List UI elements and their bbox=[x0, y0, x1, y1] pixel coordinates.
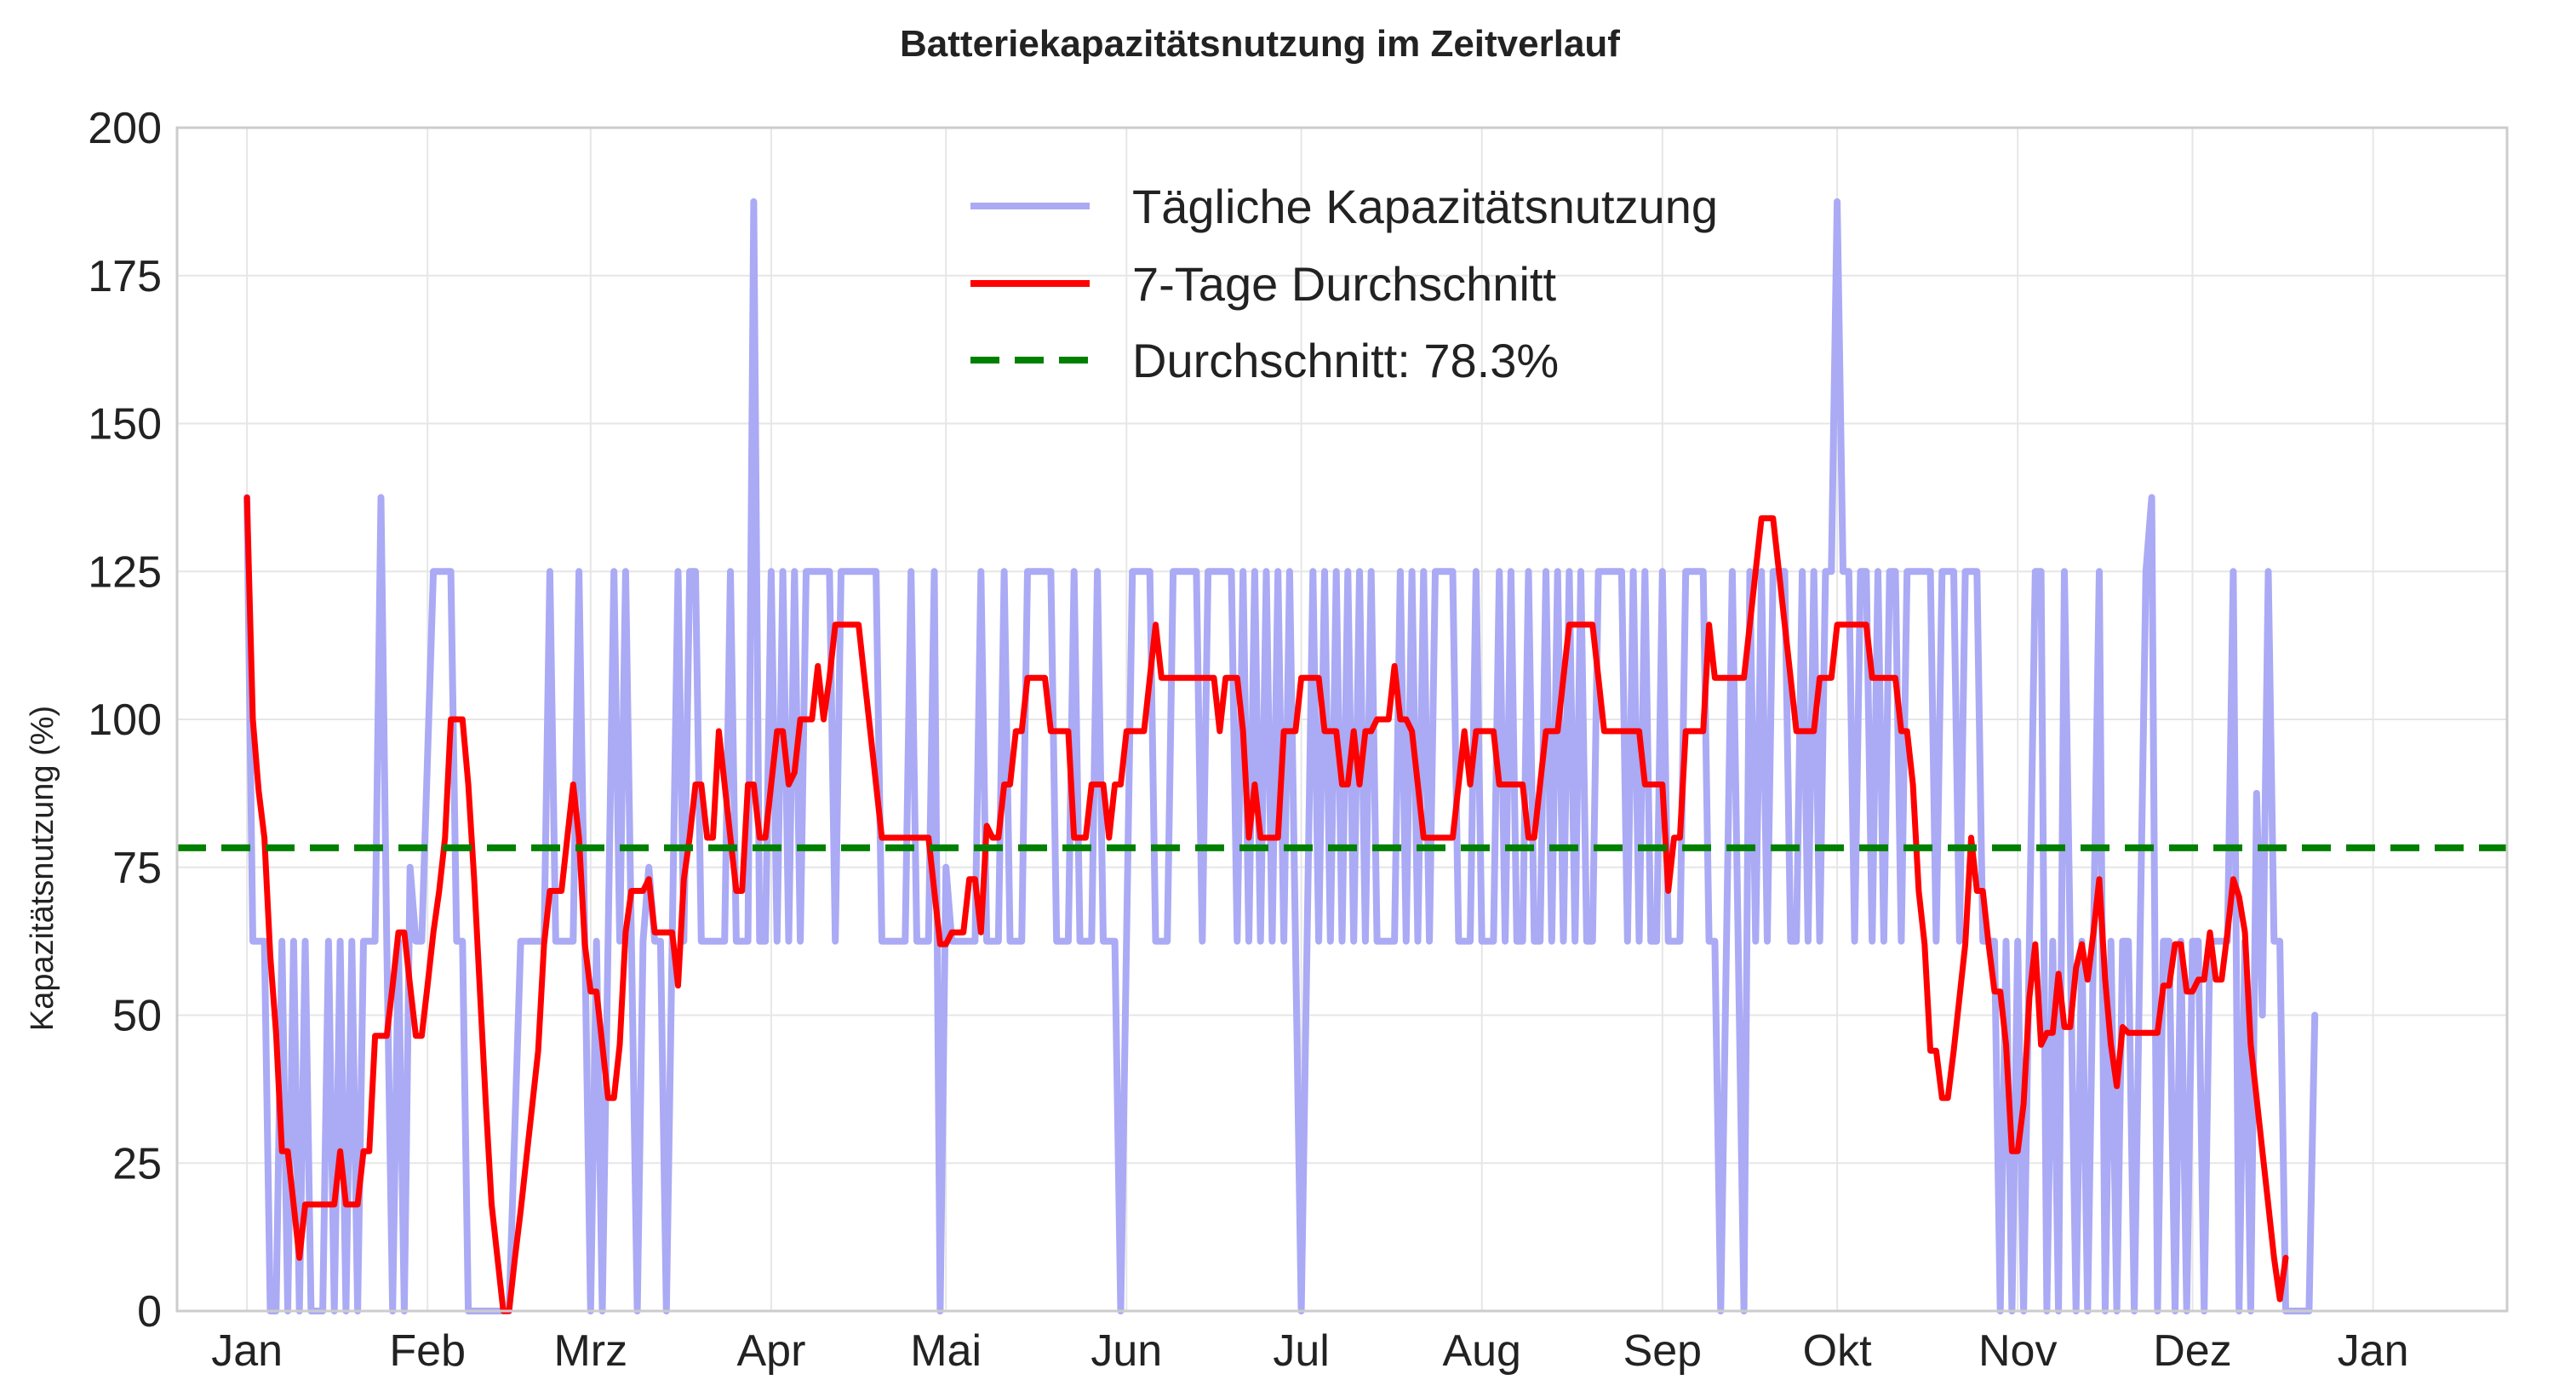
x-tick-label: Jul bbox=[1273, 1326, 1329, 1376]
y-tick-label: 150 bbox=[88, 400, 162, 449]
x-tick-label: Nov bbox=[1978, 1326, 2057, 1376]
axes: 0 25 50 75 100 125 150 175 200 Jan Feb Mrz Apr Mai Jun… bbox=[88, 104, 2509, 1376]
x-tick-label: Sep bbox=[1623, 1326, 1703, 1376]
series-layer bbox=[177, 198, 2507, 1314]
x-tick-label: Jun bbox=[1091, 1326, 1162, 1376]
x-tick-label: Jan bbox=[2338, 1326, 2409, 1376]
legend: Tägliche Kapazitätsnutzung 7-Tage Durchsc… bbox=[970, 180, 1718, 387]
x-tick-label: Mai bbox=[910, 1326, 982, 1376]
y-tick-label: 125 bbox=[88, 547, 162, 597]
daily-usage-line bbox=[243, 198, 2319, 1314]
x-tick-label: Dez bbox=[2153, 1326, 2231, 1376]
chart-title: Batteriekapazitätsnutzung im Zeitverlauf bbox=[900, 23, 1620, 65]
x-tick-label: Okt bbox=[1803, 1326, 1872, 1376]
x-tick-label: Aug bbox=[1442, 1326, 1521, 1376]
y-tick-label: 50 bbox=[112, 992, 162, 1041]
y-tick-label: 0 bbox=[137, 1287, 162, 1337]
y-axis-label: Kapazitätsnutzung (%) bbox=[25, 706, 60, 1031]
y-tick-label: 100 bbox=[88, 696, 162, 745]
x-tick-label: Jan bbox=[211, 1326, 283, 1376]
y-tick-label: 25 bbox=[112, 1139, 162, 1188]
legend-label: Tägliche Kapazitätsnutzung bbox=[1132, 180, 1718, 233]
y-tick-label: 200 bbox=[88, 104, 162, 153]
legend-label: Durchschnitt: 78.3% bbox=[1132, 334, 1559, 387]
y-tick-label: 175 bbox=[88, 252, 162, 301]
plot-frame bbox=[175, 126, 2509, 1313]
x-tick-label: Feb bbox=[389, 1326, 466, 1376]
x-tick-label: Mrz bbox=[553, 1326, 627, 1376]
moving-average-line bbox=[243, 494, 2289, 1314]
y-tick-label: 75 bbox=[112, 844, 162, 893]
x-tick-label: Apr bbox=[736, 1326, 805, 1376]
legend-label: 7-Tage Durchschnitt bbox=[1132, 257, 1556, 311]
